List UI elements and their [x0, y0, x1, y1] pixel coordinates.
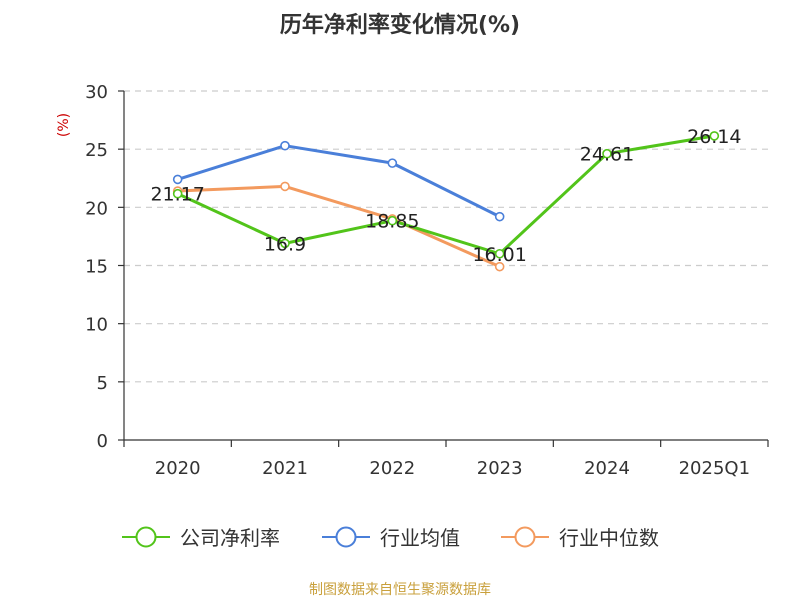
series-2	[172, 140, 505, 222]
legend: 公司净利率 行业均值 行业中位数	[122, 526, 659, 550]
data-point	[494, 248, 505, 259]
x-tick-label: 2023	[477, 458, 523, 479]
x-tick-label: 2024	[584, 458, 630, 479]
legend-marker	[514, 526, 536, 548]
series-line	[177, 134, 715, 256]
series-3	[172, 181, 505, 272]
y-tick-labels: 0 5 10 15 20 25 30	[85, 82, 108, 452]
data-point	[280, 238, 290, 249]
x-tick-label: 2020	[155, 458, 201, 479]
data-point	[280, 140, 290, 151]
legend-label: 行业均值	[380, 526, 460, 550]
gridlines	[124, 90, 768, 383]
data-point	[172, 174, 183, 185]
legend-item[interactable]: 公司净利率	[122, 526, 280, 550]
y-tick-label: 0	[97, 431, 108, 452]
data-labels: 21.17 16.9 18.85 16.01 24.61 26.14	[150, 126, 741, 266]
y-tick-label: 15	[85, 257, 108, 278]
y-tick-label: 30	[85, 82, 108, 103]
source-note: 制图数据来自恒生聚源数据库	[309, 582, 491, 598]
y-tick-label: 25	[85, 140, 108, 161]
data-label: 26.14	[687, 126, 741, 148]
data-point	[494, 261, 505, 272]
y-axis-unit-label: (%)	[56, 113, 72, 137]
series-line	[177, 184, 501, 269]
data-point	[494, 211, 505, 222]
series	[172, 131, 720, 272]
legend-marker	[335, 526, 357, 548]
y-tick-label: 10	[85, 315, 108, 336]
x-tick-label: 2021	[262, 458, 308, 479]
data-label: 21.17	[150, 184, 204, 206]
legend-marker	[135, 526, 157, 548]
data-label: 16.01	[472, 244, 526, 266]
legend-item[interactable]: 行业中位数	[501, 526, 659, 550]
data-label: 24.61	[580, 144, 634, 166]
series-line	[177, 144, 501, 218]
data-point	[387, 158, 398, 168]
x-tick-label: 2025Q1	[679, 458, 750, 479]
x-tick-label: 2022	[369, 458, 415, 479]
data-point	[602, 148, 612, 159]
data-label: 18.85	[365, 211, 419, 233]
data-label: 16.9	[264, 233, 306, 255]
legend-label: 行业中位数	[559, 526, 659, 550]
data-point	[387, 215, 398, 226]
y-tick-label: 20	[85, 198, 108, 219]
data-point	[280, 181, 290, 192]
x-tick-labels: 2020 2021 2022 2023 2024 2025Q1	[155, 458, 750, 479]
axes	[118, 90, 769, 447]
legend-label: 公司净利率	[180, 526, 280, 550]
series-1	[172, 131, 720, 259]
y-tick-label: 5	[97, 373, 108, 394]
chart-title: 历年净利率变化情况(%)	[280, 12, 520, 38]
data-point	[172, 188, 183, 199]
data-point	[709, 131, 720, 141]
legend-item[interactable]: 行业均值	[322, 526, 460, 550]
